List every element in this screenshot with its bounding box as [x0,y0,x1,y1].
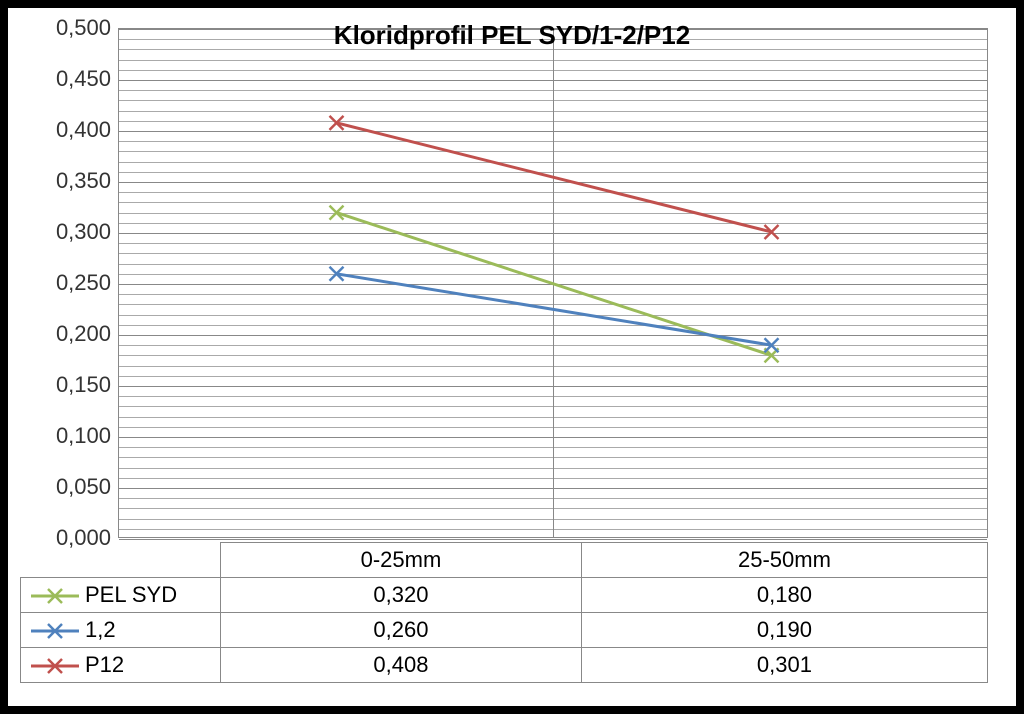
gridline [119,539,987,540]
cell-0-1: 0,180 [581,578,987,613]
cell-2-1: 0,301 [581,648,987,683]
y-tick-label: 0,250 [31,270,111,296]
chart-title: Kloridprofil PEL SYD/1-2/P12 [334,20,690,51]
data-table: 0-25mm 25-50mm PEL SYD 0,320 0,180 1,2 0… [20,542,988,683]
table-row: PEL SYD 0,320 0,180 [21,578,988,613]
y-tick-label: 0,400 [31,117,111,143]
y-tick-label: 0,050 [31,474,111,500]
legend-cell-2: P12 [21,648,221,683]
series-name-1: 1,2 [85,617,116,642]
series-name-2: P12 [85,652,124,677]
y-tick-label: 0,150 [31,372,111,398]
series-line-2 [337,123,772,232]
chart-container: Kloridprofil PEL SYD/1-2/P12 0-25mm 25-5… [8,8,1016,706]
table-row: P12 0,408 0,301 [21,648,988,683]
legend-marker-2 [31,656,79,676]
chart-lines [119,29,987,537]
legend-marker-0 [31,586,79,606]
y-tick-label: 0,500 [31,15,111,41]
y-tick-label: 0,000 [31,525,111,551]
cell-0-0: 0,320 [221,578,582,613]
y-tick-label: 0,300 [31,219,111,245]
y-tick-label: 0,450 [31,66,111,92]
cell-2-0: 0,408 [221,648,582,683]
legend-cell-0: PEL SYD [21,578,221,613]
legend-cell-1: 1,2 [21,613,221,648]
plot-area [118,28,988,538]
cell-1-0: 0,260 [221,613,582,648]
series-name-0: PEL SYD [85,582,177,607]
x-cat-0: 0-25mm [221,543,582,578]
series-marker-0 [330,206,344,220]
table-header-row: 0-25mm 25-50mm [21,543,988,578]
legend-marker-1 [31,621,79,641]
y-tick-label: 0,350 [31,168,111,194]
y-tick-label: 0,200 [31,321,111,347]
y-tick-label: 0,100 [31,423,111,449]
x-cat-1: 25-50mm [581,543,987,578]
table-row: 1,2 0,260 0,190 [21,613,988,648]
cell-1-1: 0,190 [581,613,987,648]
